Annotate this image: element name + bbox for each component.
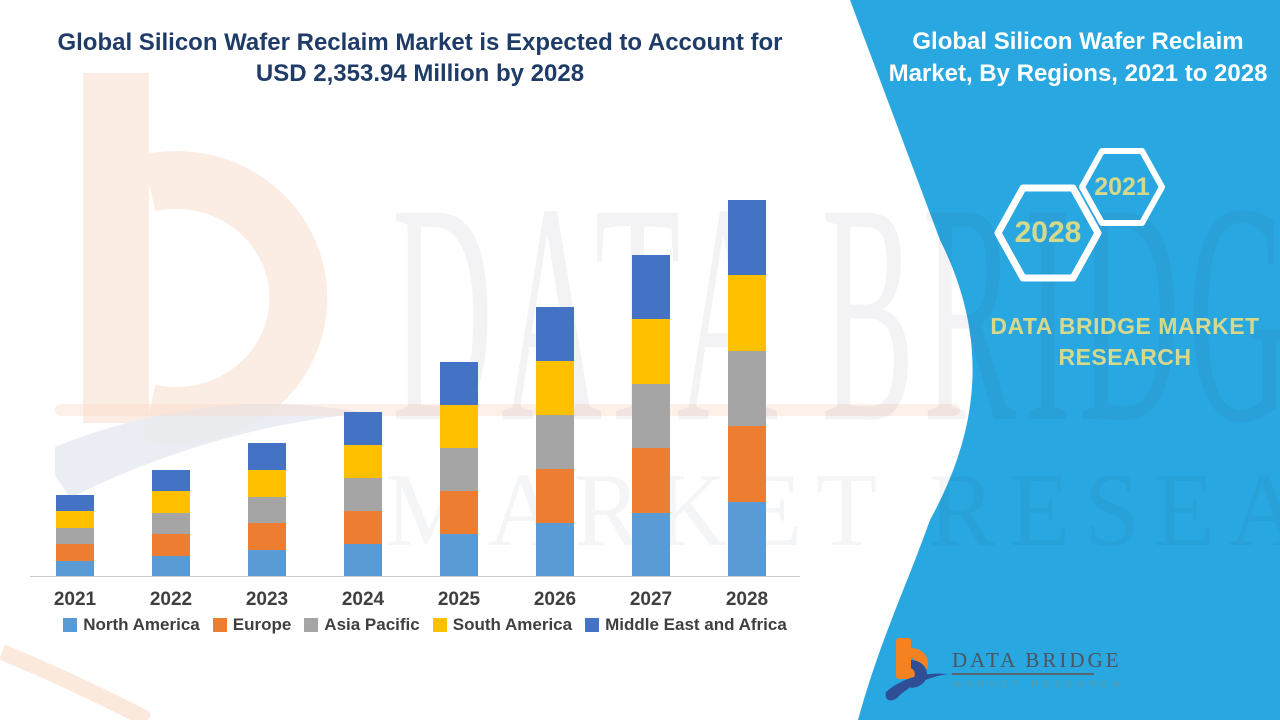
bar-2023-segment-middle-east-and-africa [248, 443, 286, 470]
bar-2022-segment-asia-pacific [152, 512, 190, 535]
x-axis-label-2028: 2028 [725, 589, 769, 610]
banner-brand-line2: RESEARCH [1058, 344, 1192, 370]
bar-2025-segment-south-america [440, 404, 478, 448]
banner-brand-text: DATA BRIDGE MARKET RESEARCH [990, 311, 1260, 373]
page-title-line1: Global Silicon Wafer Reclaim Market is E… [57, 29, 783, 56]
x-axis-label-2021: 2021 [53, 589, 97, 610]
bar-2025-segment-north-america [440, 533, 478, 577]
x-axis-label-2025: 2025 [437, 589, 481, 610]
legend-swatch-middle-east-and-africa [585, 618, 600, 632]
bar-2027-segment-middle-east-and-africa [632, 254, 670, 319]
legend-label-north-america: North America [83, 615, 200, 634]
bar-2024-segment-middle-east-and-africa [344, 412, 382, 445]
bar-2028-segment-south-america [728, 275, 766, 351]
bar-2028-segment-north-america [728, 501, 766, 577]
bar-2023-segment-north-america [248, 550, 286, 577]
bar-2026-segment-north-america [536, 522, 574, 577]
bar-2025-segment-asia-pacific [440, 447, 478, 491]
bar-2023-segment-asia-pacific [248, 496, 286, 524]
bar-2021-segment-asia-pacific [56, 527, 94, 545]
x-axis-label-2027: 2027 [629, 589, 673, 610]
legend-swatch-europe [212, 618, 227, 632]
bar-2025-segment-europe [440, 490, 478, 534]
bar-2021-segment-middle-east-and-africa [56, 495, 94, 512]
banner-heading-line1: Global Silicon Wafer Reclaim [912, 28, 1244, 55]
data-bridge-logo-icon [885, 638, 948, 701]
bar-2022 [152, 470, 190, 577]
bar-2021-segment-south-america [56, 511, 94, 528]
bar-2025-segment-middle-east-and-africa [440, 361, 478, 405]
bar-2022-segment-europe [152, 534, 190, 556]
hexagon-year-2028: 2028 [1014, 216, 1082, 249]
bar-2025 [440, 361, 478, 577]
legend-label-asia-pacific: Asia Pacific [324, 615, 420, 634]
legend-item-europe: Europe [212, 615, 292, 635]
x-axis-label-2024: 2024 [341, 589, 385, 610]
legend-label-europe: Europe [232, 615, 292, 634]
hexagon-year-2021: 2021 [1094, 173, 1150, 201]
x-axis-label-2023: 2023 [245, 589, 289, 610]
bar-2022-segment-south-america [152, 491, 190, 513]
bar-2024-segment-south-america [344, 445, 382, 478]
banner-heading: Global Silicon Wafer Reclaim Market, By … [880, 26, 1276, 90]
footer-tagline-text: MARKET RESEARCH [953, 679, 1125, 690]
bar-2021-segment-north-america [56, 560, 94, 577]
bar-2023 [248, 443, 286, 577]
bar-2023-segment-south-america [248, 469, 286, 497]
bar-2028-segment-asia-pacific [728, 350, 766, 427]
bar-2028 [728, 200, 766, 577]
footer-brand-underline [952, 673, 1094, 675]
bar-2024-segment-north-america [344, 544, 382, 577]
banner-heading-line2: Market, By Regions, 2021 to 2028 [888, 60, 1268, 87]
bar-2027-segment-asia-pacific [632, 383, 670, 448]
legend-swatch-north-america [63, 618, 78, 632]
bar-2024 [344, 412, 382, 577]
bar-2022-segment-middle-east-and-africa [152, 470, 190, 492]
bar-2021-segment-europe [56, 544, 94, 561]
bar-2027-segment-south-america [632, 319, 670, 384]
x-axis-line [30, 576, 800, 577]
bar-2027-segment-north-america [632, 512, 670, 577]
legend-item-south-america: South America [432, 615, 573, 635]
bar-2027 [632, 254, 670, 577]
x-axis-label-2026: 2026 [533, 589, 577, 610]
legend-swatch-asia-pacific [304, 618, 319, 632]
bar-2026-segment-asia-pacific [536, 414, 574, 469]
legend-item-asia-pacific: Asia Pacific [304, 615, 420, 635]
chart-legend: North America Europe Asia Pacific South Ame… [30, 615, 820, 635]
bar-2026-segment-middle-east-and-africa [536, 306, 574, 361]
bar-2021 [56, 495, 94, 577]
legend-item-north-america: North America [63, 615, 200, 635]
bar-2026 [536, 306, 574, 577]
bar-2028-segment-europe [728, 426, 766, 502]
legend-item-middle-east-and-africa: Middle East and Africa [585, 615, 787, 635]
bar-2028-segment-middle-east-and-africa [728, 200, 766, 276]
legend-label-south-america: South America [452, 615, 573, 634]
footer-brand-text: DATA BRIDGE [952, 648, 1122, 672]
bar-2024-segment-europe [344, 511, 382, 544]
legend-swatch-south-america [432, 618, 447, 632]
bar-2022-segment-north-america [152, 555, 190, 577]
x-axis-label-2022: 2022 [149, 589, 193, 610]
bar-2026-segment-europe [536, 468, 574, 523]
bar-2026-segment-south-america [536, 360, 574, 415]
banner-brand-line1: DATA BRIDGE MARKET [990, 313, 1260, 339]
page-title-line2: USD 2,353.94 Million by 2028 [255, 60, 585, 87]
bar-2024-segment-asia-pacific [344, 478, 382, 511]
page-title: Global Silicon Wafer Reclaim Market is E… [40, 27, 800, 89]
legend-label-middle-east-and-africa: Middle East and Africa [605, 615, 787, 634]
bar-2027-segment-europe [632, 448, 670, 513]
bar-2023-segment-europe [248, 523, 286, 551]
